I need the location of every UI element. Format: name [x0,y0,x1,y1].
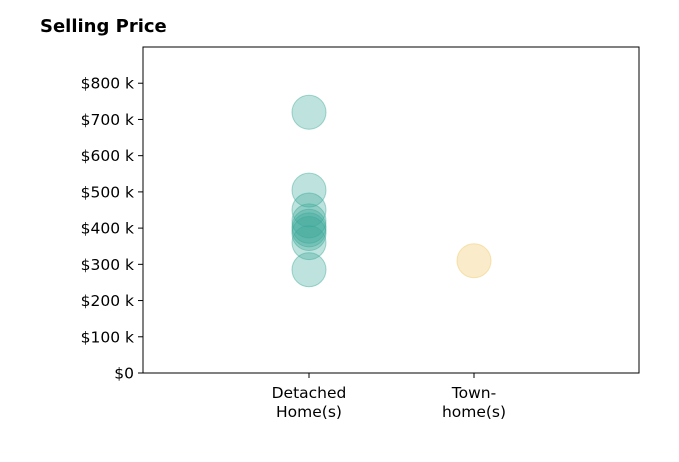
data-point [291,94,327,130]
data-point [291,192,327,228]
y-axis: $0 $100 k $200 k $300 k $400 k $500 k $600 k $7… [81,75,143,383]
data-point [456,243,492,279]
y-tick-label: $500 k [81,183,134,201]
y-tick-label: $600 k [81,147,134,165]
y-tick-label: $100 k [81,328,134,346]
y-tick-label: $0 [114,365,134,383]
data-point [291,225,327,261]
y-tick-label: $400 k [81,220,134,238]
x-axis: Detached Home(s) Town-home(s) [272,373,506,421]
y-tick-label: $700 k [81,111,134,129]
data-point [291,252,327,288]
data-point [291,203,327,239]
data-point [291,216,327,252]
x-tick-label: Town-home(s) [442,384,506,421]
y-tick-label: $800 k [81,75,134,93]
x-tick-label: Detached Home(s) [272,384,347,421]
plot-frame [142,46,640,374]
data-point [291,212,327,248]
data-points [291,94,492,288]
data-point [291,208,327,244]
data-point [291,172,327,208]
chart-title: Selling Price [40,16,167,37]
y-tick-label: $300 k [81,256,134,274]
y-tick-label: $200 k [81,292,134,310]
